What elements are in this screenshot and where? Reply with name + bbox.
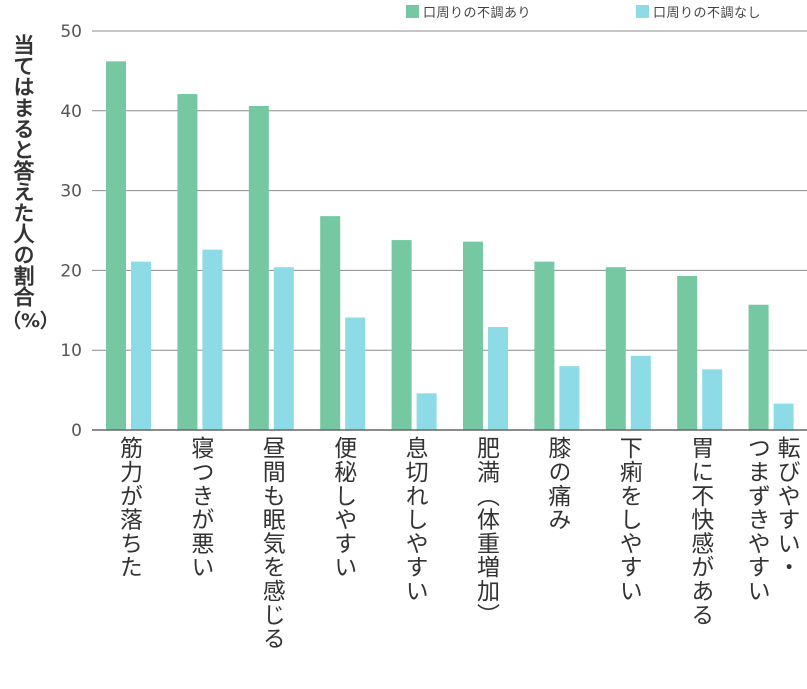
y-tick-label-10: 10 [60, 341, 82, 361]
bar-series1-8 [605, 267, 626, 430]
y-axis-ticks: 0 10 20 30 40 50 [60, 22, 82, 441]
bar-series2-5 [416, 393, 437, 430]
bars [106, 61, 794, 431]
y-tick-label-50: 50 [60, 22, 82, 42]
y-tick-label-20: 20 [60, 261, 82, 281]
bar-series2-6 [488, 327, 508, 430]
bar-series1-5 [391, 240, 412, 430]
x-category-label-2: 寝つきが悪い [186, 436, 213, 579]
legend-item-series-2: 口周りの不調なし [636, 3, 762, 21]
y-axis-unit: （%） [2, 310, 60, 332]
bar-series2-10 [773, 403, 794, 430]
bar-series2-4 [345, 317, 366, 430]
bar-series2-7 [559, 366, 580, 430]
x-category-label-10-line-2: つまずきやすい [743, 436, 770, 603]
bar-series1-10 [748, 304, 769, 430]
bar-series1-1 [106, 61, 126, 430]
bar-series1-2 [177, 94, 198, 431]
y-axis-title: 当てはまると答えた人の割合 （%） [2, 34, 60, 333]
x-category-label-6: 肥満（体重増加） [472, 436, 499, 627]
x-category-label-3: 昼間も眠気を感じる [258, 436, 285, 651]
y-tick-label-40: 40 [60, 102, 82, 122]
bar-series1-9 [677, 275, 698, 430]
gridlines [92, 30, 807, 351]
bar-series1-4 [320, 216, 341, 430]
bar-series1-6 [463, 241, 483, 430]
bar-series2-9 [702, 369, 723, 430]
x-category-label-4: 便秘しやすい [329, 436, 356, 579]
legend-item-series-1: 口周りの不調あり [406, 3, 532, 21]
bar-series2-2 [202, 249, 223, 430]
bar-series1-3 [248, 106, 269, 431]
legend-swatch-series-1 [406, 4, 419, 18]
x-category-label-5: 息切れしやすい [401, 436, 428, 603]
x-category-label-10-line-1: 転びやすい・ [773, 436, 800, 579]
y-axis-title-text: 当てはまると答えた人の割合 [11, 34, 35, 307]
legend-label-series-2: 口周りの不調なし [653, 5, 762, 21]
bar-series2-8 [630, 355, 651, 430]
legend-swatch-series-2 [636, 4, 649, 18]
bar-series2-3 [273, 267, 294, 430]
x-category-label-9: 胃に不快感がある [686, 436, 713, 627]
x-category-label-8: 下痢をしやすい [615, 436, 642, 603]
bar-series1-7 [534, 261, 555, 430]
y-tick-label-0: 0 [71, 421, 82, 441]
x-category-label-1: 筋力が落ちた [115, 436, 142, 579]
bar-series2-1 [131, 261, 151, 430]
x-category-label-7: 膝の痛み [543, 436, 570, 532]
y-tick-label-30: 30 [60, 182, 82, 202]
legend-label-series-1: 口周りの不調あり [423, 5, 532, 21]
